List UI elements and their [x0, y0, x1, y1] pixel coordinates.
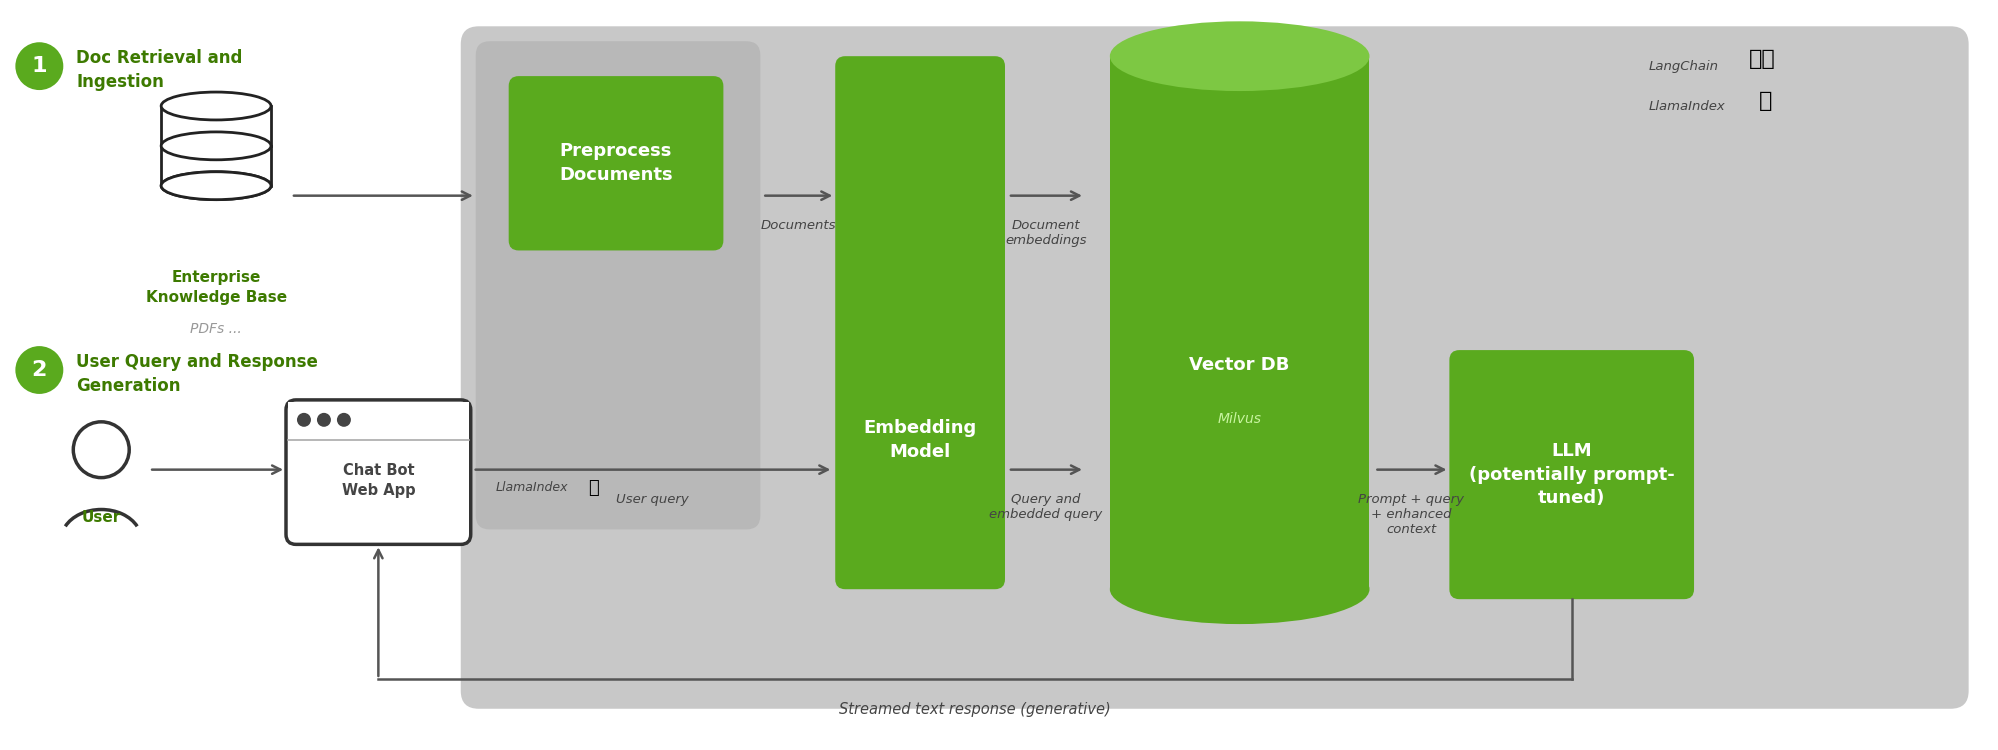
Circle shape	[318, 413, 332, 427]
Text: Documents: Documents	[759, 218, 835, 232]
Ellipse shape	[162, 172, 272, 200]
FancyBboxPatch shape	[460, 26, 1968, 709]
FancyBboxPatch shape	[1449, 350, 1692, 599]
Text: User: User	[82, 509, 120, 524]
Text: Embedding
Model: Embedding Model	[863, 419, 977, 460]
Text: Chat Bot
Web App: Chat Bot Web App	[342, 463, 416, 497]
Text: Vector DB: Vector DB	[1189, 356, 1289, 374]
Text: User Query and Response
Generation: User Query and Response Generation	[76, 353, 318, 395]
Circle shape	[16, 42, 64, 90]
Text: 2: 2	[32, 360, 48, 380]
Text: 🦜🔗: 🦜🔗	[1748, 50, 1774, 69]
Text: 🦙: 🦙	[1758, 91, 1772, 111]
Text: Milvus: Milvus	[1217, 412, 1261, 426]
Text: 🦙: 🦙	[587, 478, 599, 496]
Text: LlamaIndex: LlamaIndex	[496, 481, 567, 494]
Ellipse shape	[162, 172, 272, 200]
Bar	[288, 402, 468, 439]
FancyBboxPatch shape	[835, 56, 1005, 590]
Bar	[162, 146, 272, 186]
Ellipse shape	[1109, 554, 1369, 624]
Circle shape	[16, 346, 64, 394]
Text: LLM
(potentially prompt-
tuned): LLM (potentially prompt- tuned)	[1469, 442, 1674, 507]
Text: PDFs ...: PDFs ...	[190, 322, 242, 336]
Text: Streamed text response (generative): Streamed text response (generative)	[839, 702, 1111, 717]
Text: Enterprise
Knowledge Base: Enterprise Knowledge Base	[146, 271, 286, 305]
Circle shape	[298, 413, 312, 427]
Text: Prompt + query
+ enhanced
context: Prompt + query + enhanced context	[1359, 493, 1465, 536]
FancyBboxPatch shape	[507, 76, 723, 250]
Text: Query and
embedded query: Query and embedded query	[989, 493, 1103, 520]
Ellipse shape	[162, 132, 272, 160]
Text: 1: 1	[32, 56, 48, 76]
Text: Document
embeddings: Document embeddings	[1005, 218, 1087, 247]
Text: LlamaIndex: LlamaIndex	[1648, 100, 1724, 112]
Text: Doc Retrieval and
Ingestion: Doc Retrieval and Ingestion	[76, 50, 242, 91]
Ellipse shape	[1109, 21, 1369, 91]
FancyBboxPatch shape	[476, 41, 759, 530]
Ellipse shape	[162, 92, 272, 120]
Bar	[1109, 56, 1369, 590]
Bar	[162, 106, 272, 146]
Text: Preprocess
Documents: Preprocess Documents	[559, 142, 673, 184]
Text: User query: User query	[615, 493, 689, 506]
Text: LangChain: LangChain	[1648, 60, 1718, 73]
Circle shape	[338, 413, 352, 427]
FancyBboxPatch shape	[286, 400, 470, 544]
